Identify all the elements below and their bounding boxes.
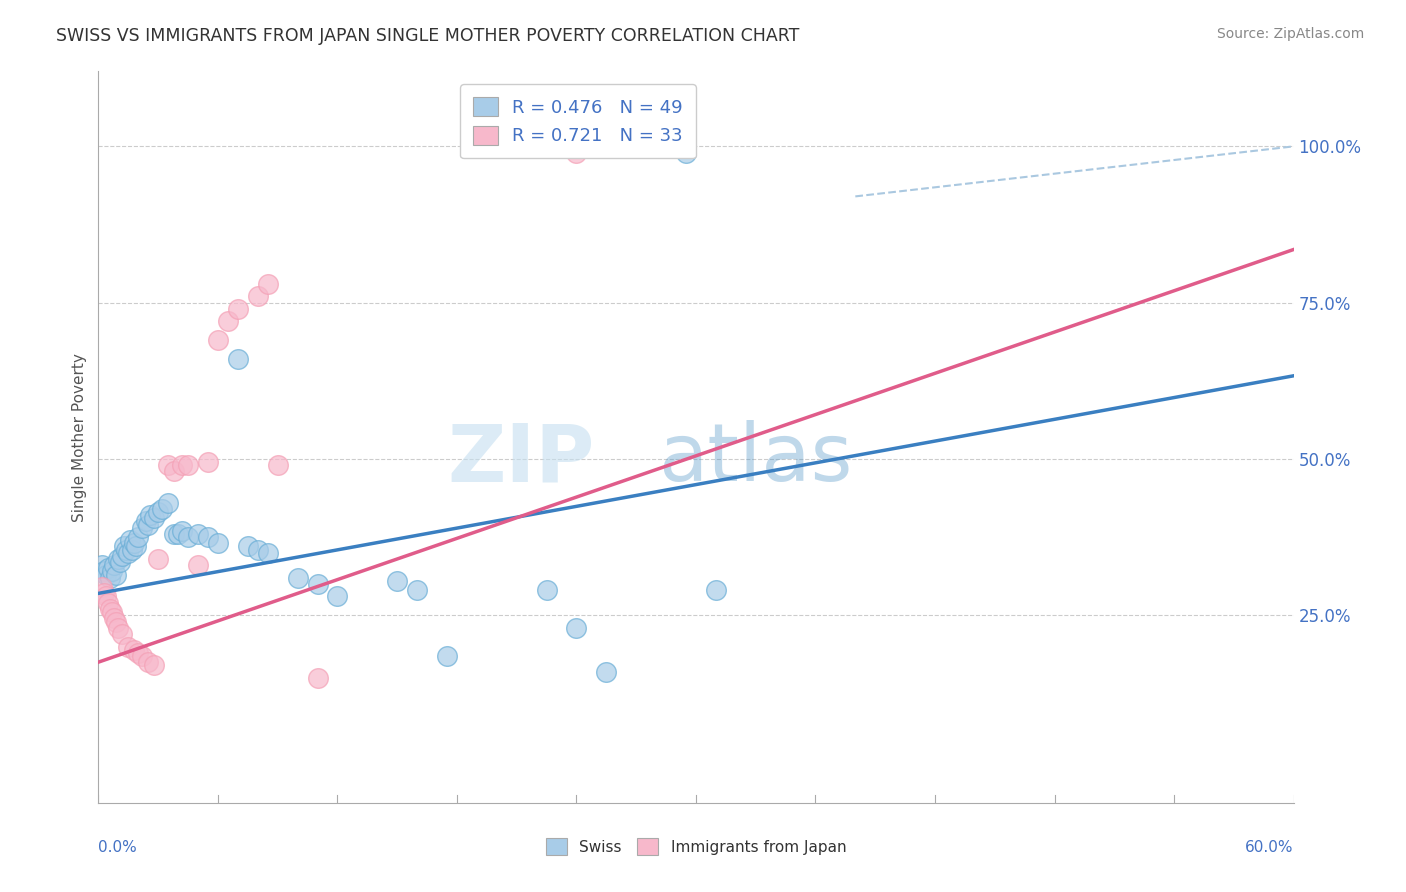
Point [207,333,229,347]
Point [150,502,173,516]
Point [131,521,153,535]
Point [93,565,115,579]
Point [385,574,409,588]
Point [103,558,125,573]
Point [406,583,429,598]
Point [163,465,186,479]
Point [267,458,290,473]
Point [197,455,219,469]
Point [97,561,120,575]
Point [143,658,166,673]
Point [105,615,128,629]
Point [111,627,134,641]
Point [246,542,269,557]
Point [163,527,186,541]
Point [91,558,114,573]
Point [256,546,278,560]
Point [187,558,209,573]
Point [226,301,249,316]
Text: 60.0%: 60.0% [1246,840,1294,855]
Point [136,517,159,532]
Point [197,530,219,544]
Point [96,590,118,604]
Point [136,655,159,669]
Point [107,621,129,635]
Text: Source: ZipAtlas.com: Source: ZipAtlas.com [1216,27,1364,41]
Point [256,277,278,291]
Point [117,640,139,654]
Point [143,511,166,525]
Point [139,508,162,523]
Point [120,533,142,548]
Point [177,458,200,473]
Point [536,583,558,598]
Point [172,458,194,473]
Point [135,515,157,529]
Point [157,496,180,510]
Point [167,527,190,541]
Point [436,648,458,663]
Point [157,458,180,473]
Text: ZIP: ZIP [447,420,595,498]
Point [107,552,129,566]
Point [704,583,727,598]
Point [226,351,249,366]
Point [307,671,329,685]
Point [326,590,349,604]
Point [98,571,122,585]
Point [117,546,139,560]
Point [148,552,170,566]
Point [111,549,134,563]
Text: SWISS VS IMMIGRANTS FROM JAPAN SINGLE MOTHER POVERTY CORRELATION CHART: SWISS VS IMMIGRANTS FROM JAPAN SINGLE MO… [56,27,800,45]
Point [110,555,132,569]
Point [565,621,588,635]
Point [124,642,146,657]
Point [98,602,122,616]
Point [207,536,229,550]
Point [91,580,114,594]
Point [96,567,118,582]
Point [125,540,148,554]
Point [97,596,120,610]
Point [112,540,135,554]
Text: atlas: atlas [658,420,853,498]
Point [124,536,146,550]
Point [121,542,143,557]
Point [148,505,170,519]
Y-axis label: Single Mother Poverty: Single Mother Poverty [72,352,87,522]
Text: 0.0%: 0.0% [98,840,138,855]
Point [217,314,239,328]
Point [105,567,128,582]
Legend: Swiss, Immigrants from Japan: Swiss, Immigrants from Japan [540,832,852,861]
Point [287,571,309,585]
Point [115,542,138,557]
Point [127,530,149,544]
Point [246,289,269,303]
Point [675,145,697,160]
Point [595,665,617,679]
Point [172,524,194,538]
Point [307,577,329,591]
Point [127,646,149,660]
Point [101,605,124,619]
Point [177,530,200,544]
Point [103,611,125,625]
Point [187,527,209,541]
Point [236,540,259,554]
Point [93,586,115,600]
Point [565,145,588,160]
Point [101,565,124,579]
Point [131,648,153,663]
